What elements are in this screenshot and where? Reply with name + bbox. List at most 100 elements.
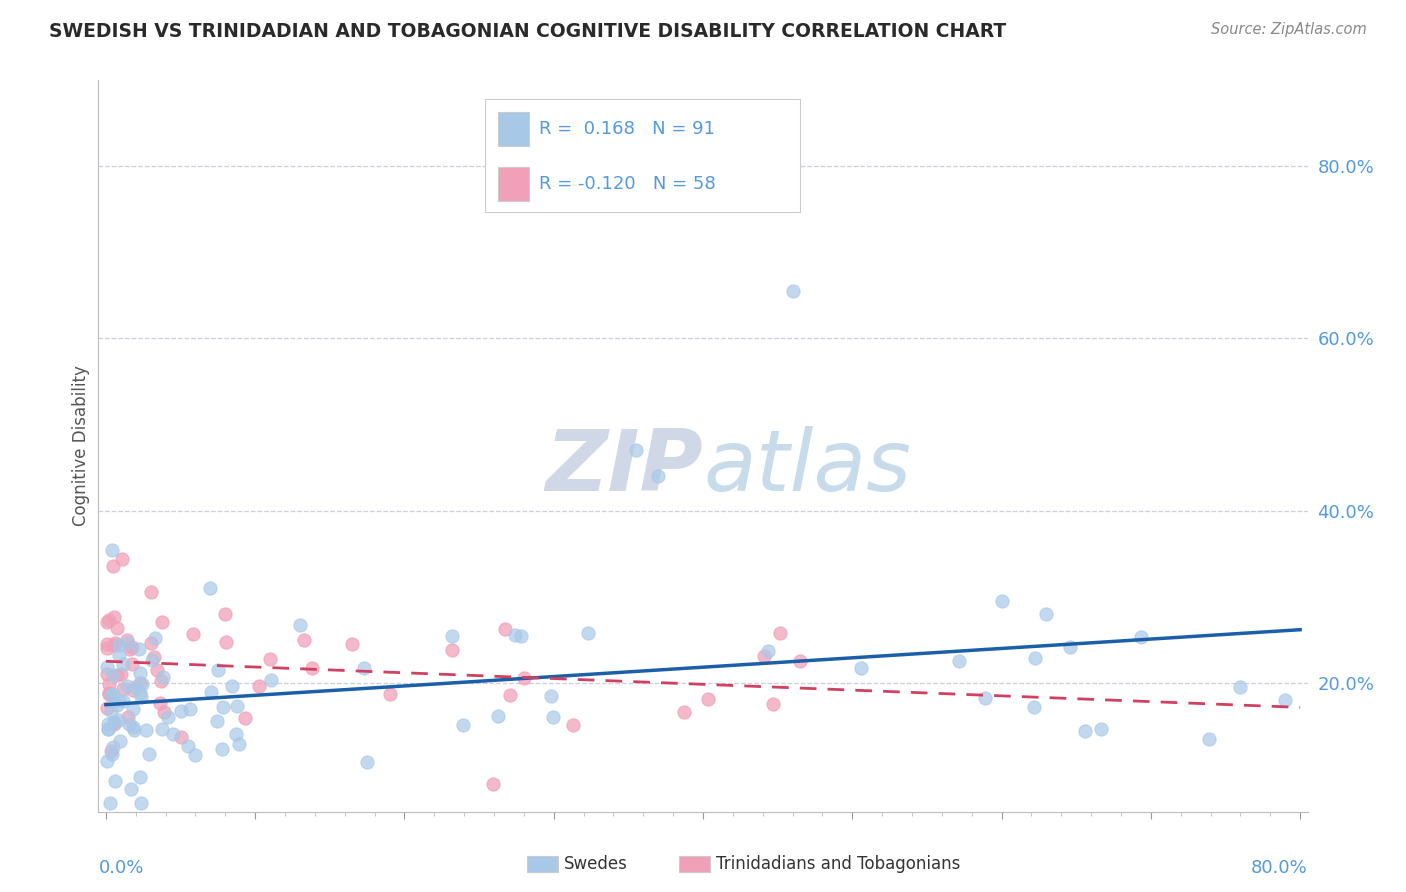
Point	[100, 744, 122, 758]
Point	[789, 654, 811, 668]
Point	[990, 594, 1012, 608]
Point	[1198, 732, 1220, 747]
Point	[138, 747, 160, 761]
Point	[96, 754, 118, 768]
Point	[179, 701, 201, 715]
Point	[115, 679, 138, 693]
Point	[170, 731, 193, 745]
Point	[112, 657, 135, 671]
Point	[150, 722, 173, 736]
Point	[104, 636, 127, 650]
Point	[108, 734, 131, 748]
Point	[1059, 640, 1081, 654]
Point	[117, 636, 139, 650]
Point	[1074, 723, 1097, 738]
Point	[184, 748, 207, 763]
Point	[152, 670, 174, 684]
Text: SWEDISH VS TRINIDADIAN AND TOBAGONIAN COGNITIVE DISABILITY CORRELATION CHART: SWEDISH VS TRINIDADIAN AND TOBAGONIAN CO…	[49, 22, 1007, 41]
Point	[498, 688, 520, 702]
Point	[353, 660, 375, 674]
Point	[440, 643, 463, 657]
Point	[112, 681, 135, 696]
Point	[340, 637, 363, 651]
Point	[96, 637, 118, 651]
Point	[100, 688, 122, 702]
Point	[150, 674, 173, 689]
Point	[494, 623, 516, 637]
Point	[233, 711, 256, 725]
Point	[103, 638, 125, 652]
Point	[129, 686, 152, 700]
Point	[205, 714, 228, 729]
Point	[129, 796, 152, 810]
Point	[128, 676, 150, 690]
Point	[207, 663, 229, 677]
Point	[143, 632, 166, 646]
Point	[141, 653, 163, 667]
Point	[107, 648, 129, 662]
Point	[624, 443, 647, 458]
Point	[561, 717, 583, 731]
Point	[121, 640, 143, 654]
Point	[214, 607, 236, 621]
Point	[769, 626, 792, 640]
Point	[228, 737, 250, 751]
Text: ZIP: ZIP	[546, 426, 703, 509]
Point	[221, 679, 243, 693]
Point	[96, 641, 118, 656]
Point	[1229, 680, 1251, 694]
Point	[851, 661, 873, 675]
Point	[211, 700, 233, 714]
Point	[98, 796, 121, 810]
Point	[215, 635, 238, 649]
Point	[98, 686, 121, 700]
Point	[122, 723, 145, 737]
Point	[380, 687, 402, 701]
Text: Swedes: Swedes	[564, 855, 627, 873]
Point	[122, 702, 145, 716]
Point	[103, 740, 125, 755]
Point	[101, 687, 124, 701]
Point	[513, 671, 536, 685]
Point	[143, 649, 166, 664]
Point	[103, 715, 125, 730]
Text: 80.0%: 80.0%	[1251, 859, 1308, 877]
Point	[121, 657, 143, 671]
Point	[98, 677, 121, 691]
Point	[782, 284, 804, 298]
Point	[103, 610, 125, 624]
Point	[121, 720, 143, 734]
Point	[1129, 630, 1152, 644]
Point	[973, 690, 995, 705]
Point	[128, 666, 150, 681]
Point	[103, 715, 125, 730]
Point	[225, 727, 247, 741]
Text: Trinidadians and Tobagonians: Trinidadians and Tobagonians	[716, 855, 960, 873]
Point	[576, 625, 599, 640]
Point	[181, 626, 204, 640]
Point	[756, 644, 779, 658]
Point	[111, 694, 134, 708]
Point	[97, 717, 120, 731]
Point	[139, 636, 162, 650]
Point	[122, 682, 145, 697]
Point	[170, 704, 193, 718]
Point	[96, 615, 118, 630]
Point	[948, 654, 970, 668]
Point	[451, 718, 474, 732]
Point	[97, 722, 120, 736]
Point	[97, 722, 120, 736]
Point	[131, 677, 153, 691]
Point	[673, 705, 696, 719]
Point	[288, 618, 311, 632]
Text: Source: ZipAtlas.com: Source: ZipAtlas.com	[1211, 22, 1367, 37]
Point	[1022, 700, 1045, 714]
Point	[103, 559, 125, 574]
Point	[110, 667, 132, 681]
Point	[247, 679, 270, 693]
Point	[486, 709, 509, 723]
Point	[98, 686, 121, 700]
Point	[177, 739, 200, 754]
Point	[146, 663, 169, 677]
Point	[440, 629, 463, 643]
